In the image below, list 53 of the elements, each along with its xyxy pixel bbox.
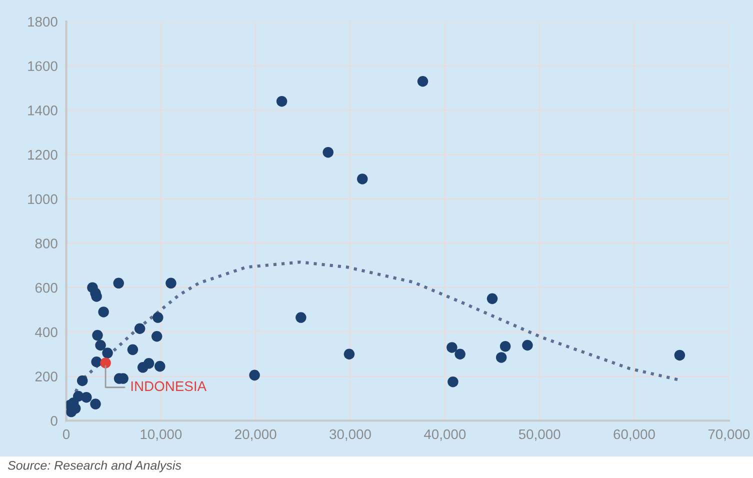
point	[249, 370, 260, 381]
y-tick-label: 1000	[28, 194, 58, 204]
point	[152, 312, 164, 323]
x-tick-label: 20,000	[235, 429, 276, 441]
point	[127, 344, 138, 356]
x-tick-label: 70,000	[708, 429, 750, 441]
x-tick-label: 10,000	[140, 429, 182, 441]
point	[446, 342, 458, 353]
point	[417, 76, 428, 87]
annotation: INDONESIA	[131, 381, 207, 392]
point	[356, 174, 368, 184]
x-tick-label: 40,000	[424, 429, 466, 441]
point	[522, 340, 533, 351]
x-tick-label: 30,000	[330, 429, 371, 441]
point	[113, 278, 124, 289]
x-tick-label: 0	[62, 429, 70, 440]
x-tick-label: 60,000	[614, 429, 655, 441]
point	[454, 348, 466, 360]
point	[91, 356, 102, 368]
y-tick-label: 0	[50, 416, 58, 426]
point	[102, 348, 113, 358]
point	[90, 398, 101, 410]
point	[500, 340, 511, 352]
point	[344, 348, 355, 360]
source-note: Source: Research and Analysis	[8, 460, 182, 472]
point	[486, 293, 498, 304]
y-tick-label: 600	[35, 282, 58, 293]
point	[674, 350, 686, 361]
point	[322, 146, 334, 158]
point	[92, 330, 103, 341]
point	[76, 375, 88, 386]
y-tick-label: 400	[35, 327, 58, 338]
y-tick-label: 200	[35, 372, 58, 382]
point	[81, 392, 92, 403]
point	[100, 358, 111, 368]
point	[91, 291, 102, 302]
point	[448, 376, 458, 388]
point	[166, 278, 176, 289]
y-tick-label: 1600	[28, 61, 58, 72]
x-tick-label: 50,000	[518, 429, 560, 441]
point	[276, 96, 288, 107]
point	[496, 352, 507, 363]
point	[95, 340, 106, 351]
y-tick-label: 1200	[28, 150, 58, 160]
point	[151, 331, 162, 342]
point	[134, 323, 146, 334]
point	[98, 306, 109, 318]
point	[137, 362, 148, 373]
point	[154, 360, 166, 372]
y-tick-label: 800	[35, 238, 58, 248]
y-tick-label: 1400	[28, 106, 58, 116]
point	[296, 312, 306, 323]
y-tick-label: 1800	[28, 16, 58, 27]
